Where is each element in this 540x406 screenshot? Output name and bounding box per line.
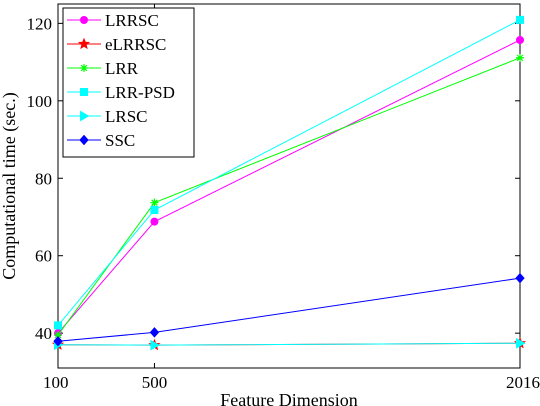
legend-label-lrr-psd: LRR-PSD: [105, 83, 175, 102]
data-point-lrrsc: [516, 36, 524, 45]
data-point-lrr: [150, 198, 159, 207]
legend-marker-lrr-stroke: [80, 64, 88, 72]
data-point-ssc: [149, 327, 160, 338]
y-tick-label: 120: [27, 14, 53, 33]
legend-entry-elrrsc: eLRRSC: [67, 35, 166, 54]
x-axis-label: Feature Dimension: [220, 390, 357, 406]
x-tick-label: 100: [43, 373, 69, 392]
y-tick-label: 100: [27, 92, 53, 111]
series-ssc: [53, 272, 525, 347]
legend-label-ssc: SSC: [105, 131, 135, 150]
data-point-lrr-psd: [516, 15, 524, 24]
legend-label-lrrsc: LRRSC: [105, 11, 159, 30]
series-lrr: [54, 53, 524, 340]
axis-ticks: 100 500 2016 40 60 80 100 120: [27, 4, 540, 392]
legend-label-elrrsc: eLRRSC: [105, 35, 166, 54]
data-point-lrr-stroke: [516, 54, 524, 62]
data-point-ssc: [53, 336, 63, 347]
legend-entry-lrrsc: LRRSC: [67, 11, 159, 30]
y-tick-label: 80: [35, 169, 52, 188]
series-lrr-psd: [54, 15, 524, 330]
legend-entry-ssc: SSC: [67, 131, 135, 150]
legend-entry-lrr-psd: LRR-PSD: [67, 83, 175, 102]
data-point-ssc: [515, 272, 525, 284]
legend-marker-lrrsc: [80, 16, 88, 24]
x-tick-label: 2016: [506, 373, 540, 392]
legend-entry-lrsc: LRSC: [67, 107, 148, 126]
legend: LRRSC eLRRSC LRR LRR-PSD LRSC SSC: [62, 7, 195, 158]
legend-marker-lrr-psd: [80, 88, 88, 96]
legend-label-lrr: LRR: [105, 59, 139, 78]
data-point-lrrsc: [150, 217, 159, 226]
legend-marker-elrrsc: [77, 37, 91, 50]
legend-marker-lrr: [80, 64, 88, 72]
data-point-lrr-psd: [54, 321, 62, 330]
series-layer: [51, 15, 527, 351]
legend-entry-lrr: LRR: [67, 59, 139, 78]
x-tick-label: 500: [142, 373, 168, 392]
legend-box: [62, 7, 195, 158]
y-tick-label: 40: [35, 324, 52, 343]
data-point-lrsc: [150, 339, 160, 351]
legend-marker-lrsc: [80, 110, 90, 122]
legend-label-lrsc: LRSC: [105, 107, 148, 126]
data-point-lrr-psd: [150, 206, 159, 215]
data-point-lrsc: [516, 337, 526, 349]
data-point-lrr-stroke: [151, 199, 158, 206]
data-point-lrr-stroke: [54, 331, 62, 339]
data-point-lrr: [516, 53, 524, 62]
legend-entries: LRRSC eLRRSC LRR LRR-PSD LRSC SSC: [67, 11, 175, 150]
y-axis-label: Computational time (sec.): [0, 92, 20, 279]
y-tick-label: 60: [35, 247, 52, 266]
legend-marker-ssc: [79, 134, 89, 146]
